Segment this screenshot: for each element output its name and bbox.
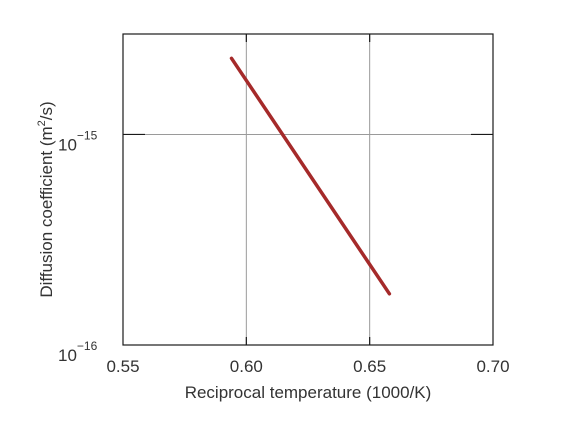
series-layer [229, 56, 392, 296]
y-axis-title-superscript: 2 [36, 120, 48, 126]
y-axis-title: Diffusion coefficient (m2/s) [36, 101, 56, 297]
grid-lines [123, 34, 493, 345]
y-tick-label: 10−16 [58, 339, 98, 365]
x-tick-label: 0.65 [353, 357, 386, 376]
y-tick-base: 10 [58, 346, 77, 365]
x-tick-labels: 0.55 0.60 0.65 0.70 [106, 357, 509, 376]
x-axis-title: Reciprocal temperature (1000/K) [185, 383, 432, 402]
x-tick-label: 0.70 [476, 357, 509, 376]
y-tick-exponent: −16 [77, 339, 98, 353]
tick-marks [123, 34, 493, 345]
plot-frame [122, 33, 494, 346]
y-tick-base: 10 [58, 135, 77, 154]
y-tick-exponent: −15 [77, 128, 98, 142]
x-tick-label: 0.60 [230, 357, 263, 376]
y-axis-title-suffix: /s) [37, 101, 56, 120]
y-axis-title-prefix: Diffusion coefficient (m [37, 126, 56, 297]
x-tick-label: 0.55 [106, 357, 139, 376]
y-tick-label: 10−15 [58, 128, 98, 154]
series-line [229, 56, 392, 296]
